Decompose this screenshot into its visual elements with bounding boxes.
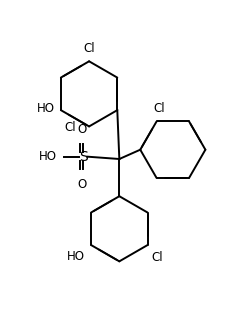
Text: Cl: Cl [65,121,76,134]
Text: O: O [77,178,87,190]
Text: Cl: Cl [151,251,163,264]
Text: HO: HO [37,102,55,115]
Text: S: S [79,150,88,164]
Text: Cl: Cl [153,101,165,114]
Text: Cl: Cl [83,43,95,55]
Text: O: O [77,123,87,136]
Text: HO: HO [39,150,57,163]
Text: HO: HO [67,250,85,263]
